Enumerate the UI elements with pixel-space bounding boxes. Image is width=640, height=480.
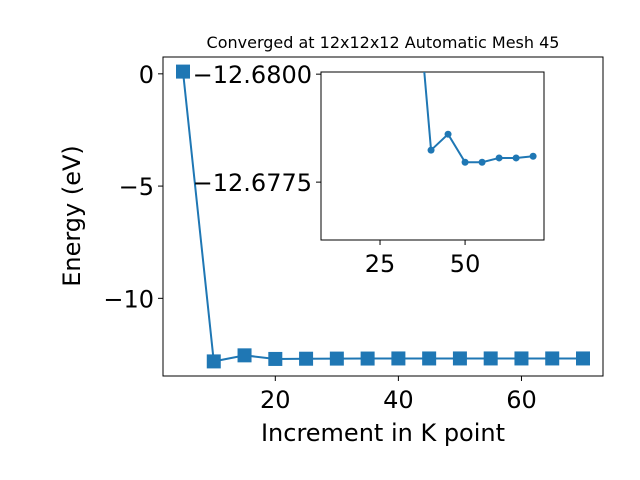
data-point (495, 154, 503, 162)
x-tick-label: 20 (260, 386, 291, 414)
x-tick-label: 60 (506, 386, 537, 414)
x-tick-label: 40 (383, 386, 414, 414)
data-point (206, 354, 221, 369)
data-point (461, 158, 469, 166)
x-axis-label: Increment in K point (261, 419, 505, 447)
data-point (483, 351, 498, 366)
plot-content (423, 72, 537, 166)
data-point (514, 351, 529, 366)
data-point (360, 351, 375, 366)
plot-area (320, 71, 545, 241)
y-tick-label: −12.6775 (193, 169, 312, 197)
data-point (576, 351, 590, 366)
data-point (299, 351, 314, 366)
data-point (391, 351, 406, 366)
x-tick-label: 25 (365, 250, 396, 278)
data-point (529, 152, 537, 160)
data-point (427, 146, 435, 154)
inset-background (321, 72, 544, 240)
data-point (512, 154, 520, 162)
data-point (268, 351, 283, 366)
plot-content (176, 64, 590, 369)
data-point (176, 64, 190, 79)
x-tick-label: 50 (450, 250, 481, 278)
data-point (478, 158, 486, 166)
chart-title: Converged at 12x12x12 Automatic Mesh 45 (207, 33, 560, 52)
data-point (545, 351, 560, 366)
y-axis-label: Energy (eV) (58, 145, 86, 287)
y-tick-label: −10 (103, 285, 154, 313)
data-point (444, 130, 452, 138)
data-point (422, 351, 437, 366)
data-point (237, 348, 252, 363)
data-point (452, 351, 467, 366)
plot-area (162, 56, 604, 377)
data-point (329, 351, 344, 366)
y-tick-label: 0 (139, 61, 154, 89)
y-tick-label: −12.6800 (193, 61, 312, 89)
y-tick-label: −5 (119, 173, 154, 201)
